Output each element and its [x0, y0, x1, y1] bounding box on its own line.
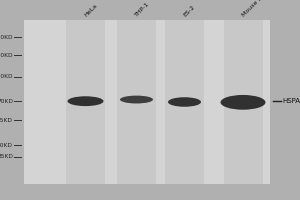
Text: 55KD: 55KD — [0, 118, 13, 123]
Bar — [117, 20, 156, 184]
Text: HSPA1L: HSPA1L — [282, 98, 300, 104]
Text: 130KD: 130KD — [0, 53, 13, 58]
Text: 100KD: 100KD — [0, 74, 13, 79]
Ellipse shape — [68, 96, 104, 106]
Bar — [24, 20, 270, 184]
Text: ES-2: ES-2 — [182, 5, 196, 18]
Text: THP-1: THP-1 — [134, 2, 151, 18]
Text: 70KD: 70KD — [0, 99, 13, 104]
Bar — [66, 20, 105, 184]
Ellipse shape — [168, 97, 201, 107]
Bar — [224, 20, 262, 184]
Ellipse shape — [120, 96, 153, 103]
Text: 170KD: 170KD — [0, 35, 13, 40]
Text: Mouse testis: Mouse testis — [241, 0, 272, 18]
Bar — [165, 20, 204, 184]
Text: 35KD: 35KD — [0, 154, 13, 159]
Text: 40KD: 40KD — [0, 143, 13, 148]
Text: HeLa: HeLa — [83, 3, 98, 18]
Ellipse shape — [220, 95, 266, 110]
